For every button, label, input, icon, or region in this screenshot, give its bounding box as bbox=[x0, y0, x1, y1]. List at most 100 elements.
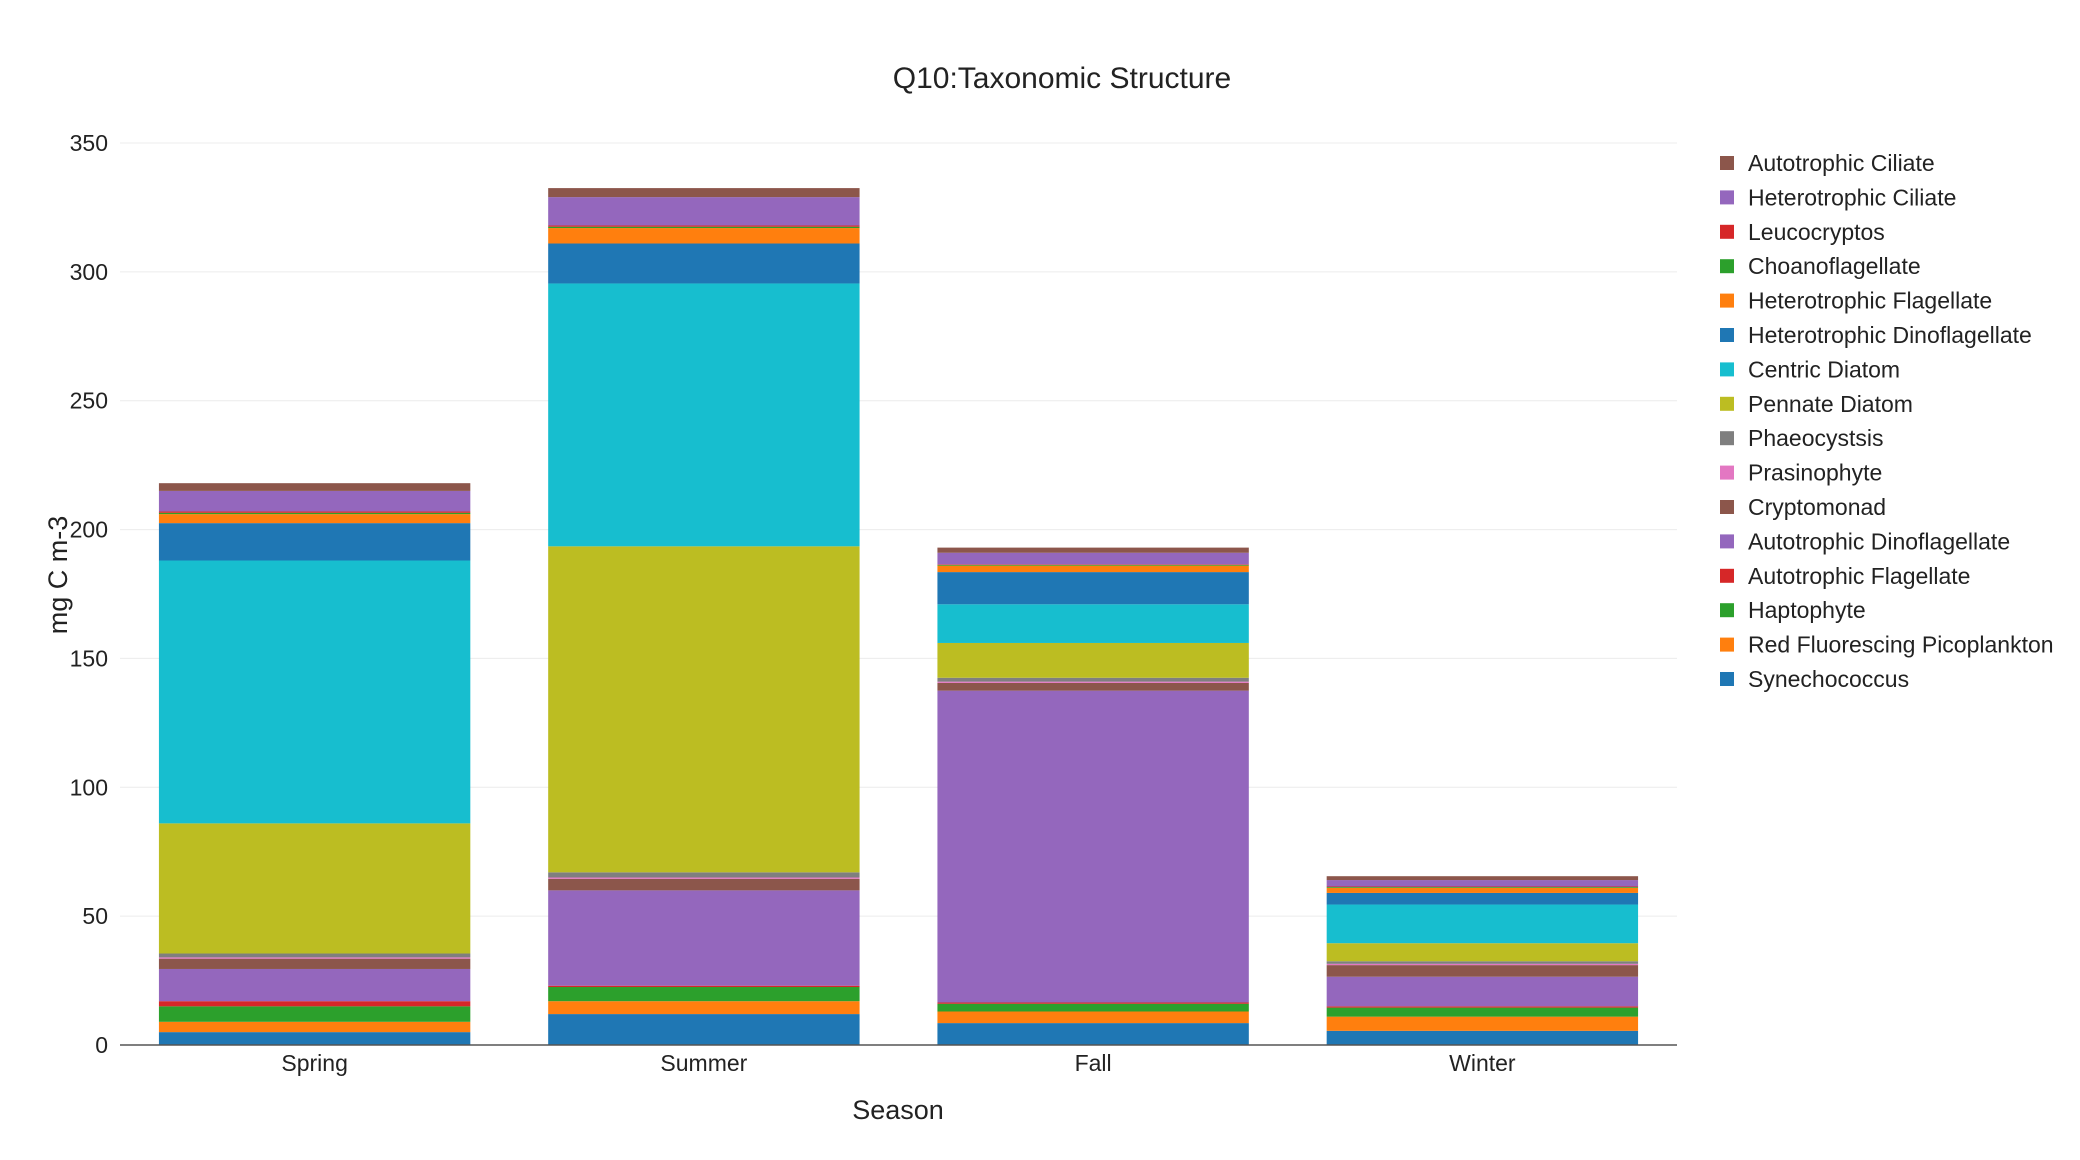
bar-segment-autotrophic-flagellate bbox=[548, 985, 860, 988]
bar-segment-red-fluorescing-picoplankton bbox=[1326, 1016, 1639, 1031]
bar-segment-leucocryptos bbox=[1326, 886, 1639, 888]
bar-segment-phaeocystsis bbox=[548, 872, 860, 878]
legend-swatch bbox=[1720, 156, 1734, 170]
legend-swatch bbox=[1720, 328, 1734, 342]
bar-segment-heterotrophic-flagellate bbox=[1326, 887, 1639, 893]
x-tick-label: Spring bbox=[281, 1050, 347, 1076]
bar-segment-synechococcus bbox=[158, 1032, 471, 1045]
legend: Autotrophic Ciliate Heterotrophic Ciliate… bbox=[1720, 150, 2054, 692]
bar-segment-leucocryptos bbox=[158, 511, 471, 513]
legend-swatch bbox=[1720, 603, 1734, 618]
bar-segment-heterotrophic-ciliate bbox=[1326, 880, 1639, 887]
bar-segment-heterotrophic-flagellate bbox=[937, 565, 1249, 573]
y-tick-label: 150 bbox=[70, 645, 108, 671]
legend-swatch bbox=[1720, 672, 1734, 686]
bar-segment-heterotrophic-dinoflagellate bbox=[937, 572, 1249, 605]
bar-segment-synechococcus bbox=[937, 1023, 1249, 1045]
bar-segment-cryptomonad bbox=[937, 682, 1249, 691]
legend-label: Autotrophic Ciliate bbox=[1748, 150, 1935, 176]
bar-segment-pennate-diatom bbox=[937, 642, 1249, 678]
legend-label: Haptophyte bbox=[1748, 597, 1866, 623]
bar-segment-haptophyte bbox=[548, 987, 860, 1002]
bar-segment-leucocryptos bbox=[548, 225, 860, 227]
bar-segment-autotrophic-dinoflagellate bbox=[548, 890, 860, 986]
bar-segment-haptophyte bbox=[937, 1003, 1249, 1012]
bar-segment-heterotrophic-dinoflagellate bbox=[548, 243, 860, 284]
bar-segment-synechococcus bbox=[548, 1014, 860, 1045]
y-tick-label: 50 bbox=[82, 903, 108, 929]
bar-segment-red-fluorescing-picoplankton bbox=[158, 1021, 471, 1033]
legend-label: Pennate Diatom bbox=[1748, 391, 1913, 417]
legend-label: Autotrophic Dinoflagellate bbox=[1748, 528, 2010, 554]
bar-segment-pennate-diatom bbox=[548, 546, 860, 873]
bar-segment-choanoflagellate bbox=[548, 226, 860, 229]
bar-segment-heterotrophic-dinoflagellate bbox=[158, 523, 471, 561]
legend-swatch bbox=[1720, 465, 1734, 480]
bar-segment-autotrophic-ciliate bbox=[937, 547, 1249, 553]
bar-segment-autotrophic-ciliate bbox=[158, 483, 471, 491]
bar-segment-autotrophic-dinoflagellate bbox=[1326, 976, 1639, 1007]
bar-segment-heterotrophic-ciliate bbox=[158, 490, 471, 512]
legend-swatch bbox=[1720, 534, 1734, 549]
bar-segment-prasinophyte bbox=[548, 877, 860, 879]
bar-segment-autotrophic-ciliate bbox=[548, 188, 860, 198]
bar-segment-heterotrophic-ciliate bbox=[548, 197, 860, 226]
bar-segment-choanoflagellate bbox=[937, 564, 1249, 566]
bars-group bbox=[158, 188, 1639, 1045]
x-tick-labels: Spring Summer Fall Winter bbox=[281, 1050, 1516, 1076]
legend-label: Heterotrophic Flagellate bbox=[1748, 288, 1992, 314]
chart-title: Q10:Taxonomic Structure bbox=[893, 62, 1231, 95]
legend-label: Heterotrophic Dinoflagellate bbox=[1748, 322, 2032, 348]
x-tick-label: Fall bbox=[1075, 1050, 1112, 1076]
legend-swatch bbox=[1720, 362, 1734, 377]
bar-segment-prasinophyte bbox=[1326, 963, 1639, 966]
legend-label: Red Fluorescing Picoplankton bbox=[1748, 632, 2054, 658]
bar-segment-phaeocystsis bbox=[158, 953, 471, 958]
x-axis-title: Season bbox=[852, 1095, 944, 1125]
x-tick-label: Summer bbox=[660, 1050, 747, 1076]
legend-swatch bbox=[1720, 190, 1734, 205]
y-axis-title: mg C m-3 bbox=[43, 516, 73, 635]
bar-segment-prasinophyte bbox=[158, 957, 471, 959]
bar-segment-choanoflagellate bbox=[1326, 887, 1639, 888]
legend-label: Heterotrophic Ciliate bbox=[1748, 184, 1956, 210]
bar-segment-pennate-diatom bbox=[1326, 943, 1639, 962]
legend-swatch bbox=[1720, 259, 1734, 274]
bar-segment-autotrophic-flagellate bbox=[937, 1002, 1249, 1004]
bar-segment-autotrophic-dinoflagellate bbox=[158, 968, 471, 1002]
legend-swatch bbox=[1720, 637, 1734, 652]
legend-label: Autotrophic Flagellate bbox=[1748, 563, 1970, 589]
bar-segment-autotrophic-ciliate bbox=[1326, 876, 1639, 881]
bar-segment-red-fluorescing-picoplankton bbox=[548, 1001, 860, 1015]
y-tick-label: 200 bbox=[70, 517, 108, 543]
bar-segment-centric-diatom bbox=[158, 560, 471, 824]
bar-segment-centric-diatom bbox=[548, 283, 860, 547]
bar-segment-centric-diatom bbox=[1326, 904, 1639, 944]
y-tick-label: 0 bbox=[95, 1032, 108, 1058]
y-tick-labels: 0 50 100 150 200 250 300 350 bbox=[70, 130, 108, 1058]
legend-label: Synechococcus bbox=[1748, 666, 1909, 692]
bar-segment-heterotrophic-dinoflagellate bbox=[1326, 892, 1639, 905]
bar-segment-cryptomonad bbox=[1326, 965, 1639, 977]
legend-swatch bbox=[1720, 568, 1734, 583]
bar-segment-synechococcus bbox=[1326, 1030, 1639, 1045]
legend-swatch bbox=[1720, 500, 1734, 514]
bar-segment-cryptomonad bbox=[548, 878, 860, 891]
legend-swatch bbox=[1720, 396, 1734, 411]
legend-label: Leucocryptos bbox=[1748, 219, 1885, 245]
bar-segment-centric-diatom bbox=[937, 604, 1249, 643]
bar-segment-autotrophic-flagellate bbox=[1326, 1006, 1639, 1008]
legend-swatch bbox=[1720, 293, 1734, 308]
y-tick-label: 100 bbox=[70, 774, 108, 800]
bar-segment-phaeocystsis bbox=[937, 677, 1249, 682]
legend-label: Phaeocystsis bbox=[1748, 425, 1884, 451]
bar-segment-leucocryptos bbox=[937, 564, 1249, 565]
bar-segment-red-fluorescing-picoplankton bbox=[937, 1011, 1249, 1024]
legend-swatch bbox=[1720, 224, 1734, 239]
y-tick-label: 350 bbox=[70, 130, 108, 156]
bar-segment-phaeocystsis bbox=[1326, 961, 1639, 964]
x-tick-label: Winter bbox=[1449, 1050, 1516, 1076]
y-tick-label: 250 bbox=[70, 388, 108, 414]
bar-segment-heterotrophic-flagellate bbox=[548, 228, 860, 244]
bar-segment-prasinophyte bbox=[937, 681, 1249, 683]
